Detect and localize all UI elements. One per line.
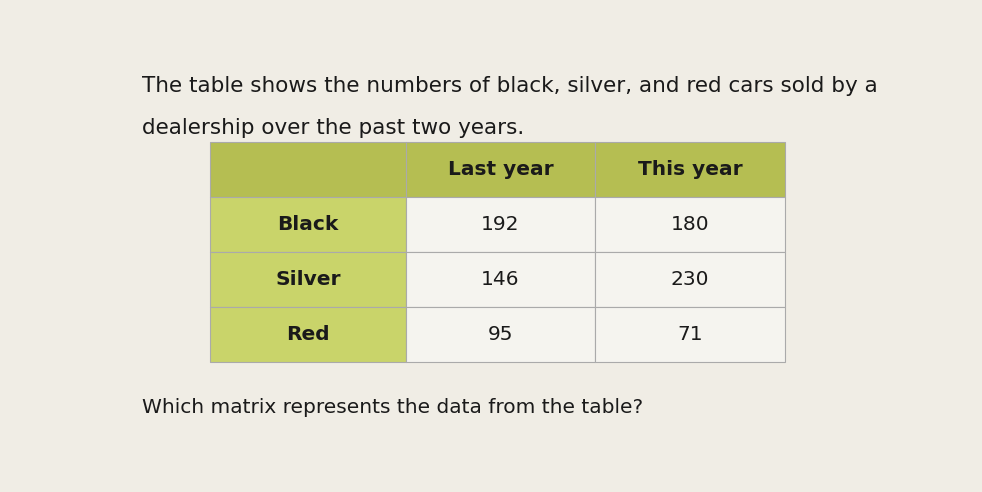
Bar — [210, 197, 406, 252]
Text: This year: This year — [637, 160, 742, 180]
Bar — [406, 197, 595, 252]
Bar — [406, 307, 595, 362]
Bar — [210, 142, 406, 197]
Bar — [595, 307, 785, 362]
Text: Silver: Silver — [275, 270, 341, 289]
Bar — [210, 252, 406, 307]
Text: Last year: Last year — [448, 160, 553, 180]
Text: 95: 95 — [488, 325, 514, 344]
Bar — [406, 252, 595, 307]
Text: The table shows the numbers of black, silver, and red cars sold by a: The table shows the numbers of black, si… — [141, 76, 878, 96]
Text: dealership over the past two years.: dealership over the past two years. — [141, 118, 524, 138]
Text: 180: 180 — [671, 215, 709, 234]
Text: Black: Black — [277, 215, 339, 234]
Bar — [595, 252, 785, 307]
Text: 146: 146 — [481, 270, 519, 289]
Text: Which matrix represents the data from the table?: Which matrix represents the data from th… — [141, 398, 643, 417]
Bar — [406, 142, 595, 197]
Text: 71: 71 — [678, 325, 703, 344]
Text: Red: Red — [286, 325, 330, 344]
Text: 230: 230 — [671, 270, 709, 289]
Bar — [210, 307, 406, 362]
Bar — [595, 142, 785, 197]
Text: 192: 192 — [481, 215, 519, 234]
Bar — [595, 197, 785, 252]
